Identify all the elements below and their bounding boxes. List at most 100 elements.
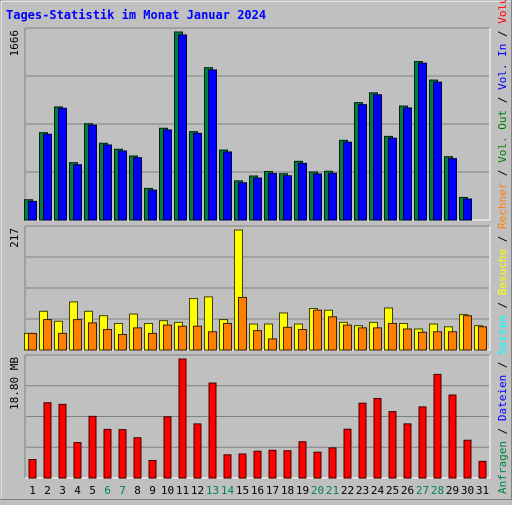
day-label-14: 14 — [221, 484, 235, 497]
day-label-1: 1 — [29, 484, 36, 497]
bar-volumen-day-2 — [43, 402, 52, 479]
bar-volumen-day-16 — [253, 450, 262, 479]
bar-dateien-day-3 — [58, 107, 67, 221]
bar-dateien-day-30 — [463, 198, 472, 221]
day-label-13: 13 — [206, 484, 219, 497]
bar-volumen-day-23 — [358, 402, 367, 479]
bar-rechner-day-16 — [253, 330, 262, 351]
bar-volumen-day-5 — [88, 415, 97, 479]
bar-rechner-day-15 — [238, 296, 247, 351]
bar-dateien-day-27 — [418, 62, 427, 221]
bar-volumen-day-4 — [73, 442, 82, 479]
panel-visits: 217 — [8, 225, 491, 351]
bar-rechner-day-18 — [283, 326, 292, 351]
bar-dateien-day-19 — [298, 162, 307, 221]
bar-rechner-day-21 — [328, 316, 337, 351]
legend-part: Volumen — [496, 0, 509, 24]
bar-rechner-day-23 — [358, 327, 367, 351]
series-legend: Anfragen / Dateien / Seiten / Besuche / … — [496, 0, 509, 494]
legend-part: Besuche — [496, 249, 509, 295]
day-label-2: 2 — [44, 484, 51, 497]
bar-rechner-day-28 — [433, 331, 442, 351]
bar-dateien-day-13 — [208, 69, 217, 221]
legend-part: Anfragen — [496, 441, 509, 494]
legend-part: Seiten — [496, 315, 509, 355]
bar-rechner-day-30 — [463, 315, 472, 351]
day-label-8: 8 — [134, 484, 141, 497]
bar-dateien-day-22 — [343, 141, 352, 221]
day-axis: 1 2 3 4 5 6 7 8 9 10 11 12 13 14 15 16 17 18 19 20 21 22 23 24 2… — [29, 484, 489, 497]
bar-volumen-day-1 — [28, 459, 37, 479]
day-label-6: 6 — [104, 484, 111, 497]
bar-dateien-day-10 — [163, 129, 172, 221]
bar-volumen-day-29 — [448, 394, 457, 479]
day-label-26: 26 — [401, 484, 414, 497]
bar-volumen-day-10 — [163, 416, 172, 479]
bar-volumen-day-28 — [433, 373, 442, 479]
legend-part: Vol. Out — [496, 110, 509, 163]
legend-part: Vol. In — [496, 44, 509, 90]
bar-dateien-day-26 — [403, 107, 412, 221]
bar-rechner-day-26 — [403, 328, 412, 351]
bar-volumen-day-8 — [133, 437, 142, 479]
bar-dateien-day-24 — [373, 94, 382, 221]
bar-dateien-day-28 — [433, 81, 442, 221]
bar-rechner-day-19 — [298, 329, 307, 351]
legend-part: Rechner — [496, 182, 509, 229]
bar-dateien-day-6 — [103, 144, 112, 221]
legend-part: / — [496, 90, 509, 110]
bar-rechner-day-6 — [103, 329, 112, 351]
bar-dateien-day-14 — [223, 151, 232, 221]
bar-rechner-day-5 — [88, 322, 97, 351]
bar-rechner-day-17 — [268, 338, 277, 351]
bar-volumen-day-19 — [298, 441, 307, 479]
day-label-10: 10 — [161, 484, 174, 497]
bar-volumen-day-9 — [148, 459, 157, 479]
day-label-15: 15 — [236, 484, 249, 497]
bar-dateien-day-25 — [388, 137, 397, 221]
bar-dateien-day-5 — [88, 124, 97, 221]
bar-volumen-day-18 — [283, 450, 292, 479]
bar-dateien-day-23 — [358, 104, 367, 221]
bar-volumen-day-14 — [223, 454, 232, 479]
legend-part: / — [496, 24, 509, 44]
legend-part: / — [496, 229, 509, 249]
bar-rechner-day-1 — [28, 332, 37, 351]
day-label-9: 9 — [149, 484, 156, 497]
day-label-27: 27 — [416, 484, 429, 497]
chart-title: Tages-Statistik im Monat Januar 2024 — [6, 8, 266, 22]
day-label-5: 5 — [89, 484, 96, 497]
bar-dateien-day-11 — [178, 34, 187, 221]
bar-rechner-day-2 — [43, 319, 52, 351]
day-label-18: 18 — [281, 484, 294, 497]
bar-rechner-day-12 — [193, 325, 202, 351]
bar-dateien-day-29 — [448, 158, 457, 221]
day-label-25: 25 — [386, 484, 399, 497]
bar-rechner-day-10 — [163, 324, 172, 351]
day-label-30: 30 — [461, 484, 474, 497]
legend-part: / — [496, 421, 509, 441]
bar-dateien-day-18 — [283, 175, 292, 221]
bar-volumen-day-20 — [313, 451, 322, 479]
legend-text: Anfragen / Dateien / Seiten / Besuche / … — [496, 0, 509, 494]
bar-dateien-day-4 — [73, 164, 82, 221]
bar-rechner-day-31 — [478, 326, 487, 351]
bar-volumen-day-30 — [463, 439, 472, 479]
panel-max-label: 217 — [8, 228, 21, 248]
day-label-7: 7 — [119, 484, 126, 497]
bar-rechner-day-22 — [343, 324, 352, 351]
bar-dateien-day-17 — [268, 173, 277, 221]
bar-volumen-day-25 — [388, 411, 397, 479]
bar-volumen-day-22 — [343, 428, 352, 479]
bar-rechner-day-27 — [418, 331, 427, 351]
bar-volumen-day-15 — [238, 453, 247, 479]
bar-volumen-day-17 — [268, 449, 277, 479]
bar-rechner-day-4 — [73, 319, 82, 351]
bar-volumen-day-3 — [58, 403, 67, 479]
panel-max-label: 1666 — [8, 30, 21, 57]
day-label-23: 23 — [356, 484, 369, 497]
day-label-12: 12 — [191, 484, 204, 497]
day-label-20: 20 — [311, 484, 324, 497]
legend-part: / — [496, 163, 509, 183]
